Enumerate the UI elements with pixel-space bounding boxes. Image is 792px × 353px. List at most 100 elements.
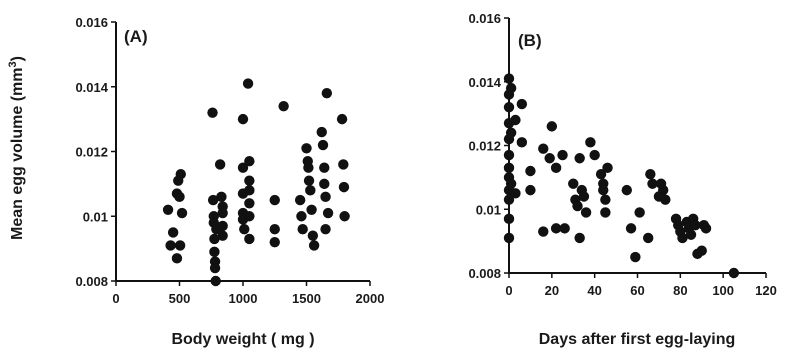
data-point	[572, 200, 583, 212]
data-point	[600, 194, 611, 205]
panel-a-y-axis-title: Mean egg volume (mm3)	[7, 56, 26, 240]
data-point	[505, 82, 517, 94]
data-point	[503, 162, 515, 174]
data-point	[214, 159, 226, 170]
data-point	[525, 184, 536, 196]
data-point	[544, 153, 555, 164]
data-point	[696, 245, 707, 256]
data-point	[546, 121, 558, 132]
data-point	[244, 211, 255, 222]
data-point	[503, 213, 515, 225]
data-point	[510, 188, 521, 199]
data-point	[171, 253, 183, 264]
data-point	[269, 224, 280, 235]
data-point	[634, 207, 645, 218]
data-point	[294, 194, 306, 206]
y-tick-label: 0.014	[75, 80, 108, 95]
x-tick-label: 0	[112, 291, 119, 306]
data-point	[505, 127, 517, 138]
data-point	[301, 143, 312, 154]
data-point	[319, 178, 330, 190]
data-point	[167, 227, 179, 238]
data-point	[244, 233, 255, 245]
data-point	[574, 232, 585, 244]
data-point	[580, 207, 592, 218]
data-point	[297, 224, 308, 235]
data-point	[175, 168, 186, 180]
data-point	[303, 162, 314, 173]
panel-b-axes	[508, 18, 766, 274]
data-point	[321, 88, 333, 99]
y-tick-label: 0.016	[468, 11, 501, 26]
x-tick-label: 20	[545, 283, 559, 298]
data-point	[216, 191, 227, 203]
data-point	[660, 194, 671, 205]
panel-a-ticks: 0.008 0.01 0.012 0.014 0.016 0 500 1000 1500 2000	[75, 15, 384, 306]
x-tick-label: 60	[630, 283, 644, 298]
y-tick-label: 0.008	[75, 274, 108, 289]
data-point	[303, 175, 315, 186]
data-point	[728, 267, 740, 279]
panel-b: (B) Days after first egg-laying 0.0080.0…	[468, 11, 776, 348]
data-point	[174, 240, 186, 251]
data-point	[503, 232, 515, 244]
x-tick-label: 120	[755, 283, 777, 298]
x-tick-label: 500	[169, 291, 191, 306]
panel-a-x-axis-title: Body weight ( mg )	[171, 331, 314, 348]
data-point	[516, 98, 528, 110]
x-tick-label: 0	[505, 283, 512, 298]
y-tick-label: 0.01	[83, 209, 108, 224]
data-point	[239, 224, 250, 235]
y-tick-label: 0.01	[476, 202, 501, 217]
data-point	[598, 184, 609, 196]
data-point	[237, 162, 249, 173]
data-point	[503, 73, 515, 84]
data-point	[503, 194, 515, 205]
data-point	[269, 194, 280, 206]
data-point	[643, 232, 654, 244]
panel-b-label: (B)	[518, 31, 542, 50]
panel-a-axes	[115, 22, 370, 282]
data-point	[685, 229, 697, 240]
data-point	[525, 165, 536, 177]
data-point	[244, 198, 255, 209]
x-tick-label: 1000	[229, 291, 258, 306]
x-tick-label: 40	[587, 283, 601, 298]
data-point	[320, 224, 331, 235]
data-point	[207, 107, 218, 118]
data-point	[550, 223, 562, 234]
data-point	[316, 126, 327, 138]
data-point	[244, 175, 255, 186]
data-point	[308, 240, 320, 251]
data-point	[217, 207, 228, 219]
data-point	[510, 114, 521, 126]
data-point	[700, 223, 712, 234]
panel-a-points	[162, 78, 350, 287]
data-point	[578, 191, 590, 202]
data-point	[237, 113, 249, 125]
data-point	[174, 191, 185, 203]
data-point	[516, 137, 528, 148]
data-point	[505, 178, 517, 189]
data-point	[585, 137, 596, 148]
data-point	[600, 207, 611, 218]
data-point	[269, 236, 280, 248]
x-tick-label: 80	[673, 283, 687, 298]
data-point	[677, 232, 688, 244]
data-point	[658, 184, 669, 196]
x-tick-label: 2000	[356, 291, 385, 306]
data-point	[165, 240, 176, 251]
data-point	[630, 251, 641, 263]
x-tick-label: 100	[712, 283, 734, 298]
data-point	[244, 185, 255, 196]
data-point	[320, 191, 331, 203]
data-point	[209, 262, 221, 274]
data-point	[296, 211, 307, 222]
data-point	[339, 211, 350, 222]
data-point	[209, 233, 220, 245]
data-point	[322, 207, 334, 219]
y-tick-label: 0.016	[75, 15, 108, 30]
panel-a: (A) Mean egg volume (mm3) Body weight ( …	[7, 15, 384, 348]
data-point	[307, 230, 319, 241]
